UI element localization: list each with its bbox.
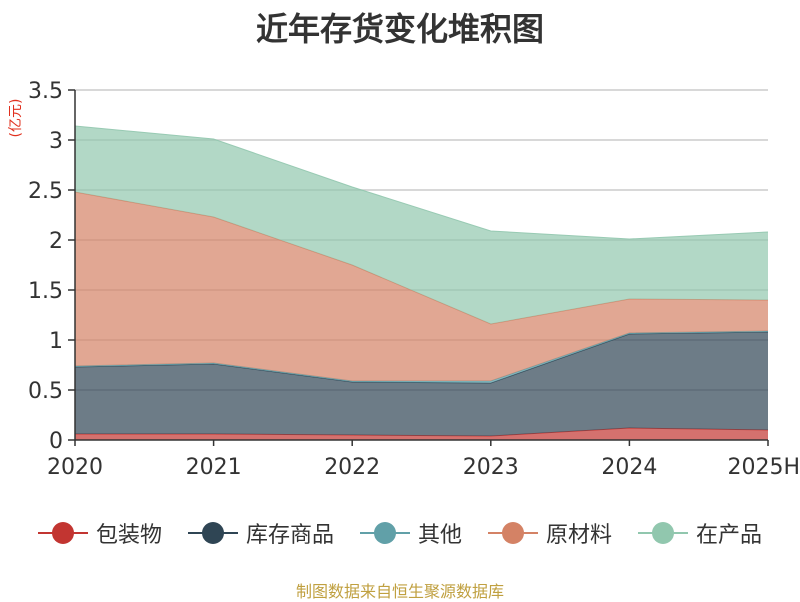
legend-swatch-dot (201, 522, 224, 544)
x-tick-label: 2024 (601, 455, 657, 480)
legend-swatch (37, 521, 88, 545)
legend-item-0[interactable]: 包装物 (37, 517, 162, 549)
series-line-4 (74, 125, 769, 240)
y-axis-unit-label: (亿元) (8, 99, 24, 138)
legend-label: 其他 (417, 523, 462, 548)
area-series-1 (75, 332, 768, 436)
x-tick-label: 2021 (186, 455, 242, 480)
x-tick-label: 2022 (324, 455, 380, 480)
legend-item-3[interactable]: 原材料 (488, 517, 612, 549)
y-tick-label: 0.5 (28, 379, 63, 404)
y-tick-label: 3.5 (28, 79, 63, 104)
legend-swatch (359, 521, 410, 545)
legend-label: 在产品 (696, 523, 763, 548)
legend-swatch-dot (51, 522, 74, 544)
area-series-4 (75, 126, 768, 324)
chart-title: 近年存货变化堆积图 (255, 10, 544, 48)
source-note: 制图数据来自恒生聚源数据库 (295, 582, 504, 601)
legend-swatch-dot (373, 522, 396, 544)
legend-label: 原材料 (546, 523, 613, 548)
tick-labels: 0 0.5 1 1.5 2 2.5 3 3.5 2020 2021 2022 2023 2024 2025… (28, 79, 800, 480)
area-series-0 (75, 428, 768, 440)
y-tick-label: 0 (49, 429, 63, 454)
legend-swatch-dot (652, 522, 675, 544)
axes (68, 89, 769, 446)
legend-item-1[interactable]: 库存商品 (187, 517, 334, 549)
x-tick-label: 2020 (47, 455, 103, 480)
legend-label: 库存商品 (245, 523, 334, 548)
legend-swatch-dot (502, 522, 524, 544)
legend-swatch (488, 521, 538, 545)
x-tick-label: 2023 (463, 455, 519, 480)
y-tick-label: 1.5 (28, 279, 63, 304)
legend-swatch (638, 521, 689, 545)
area-series-3 (75, 192, 768, 381)
y-tick-label: 1 (49, 329, 63, 354)
legend-item-2[interactable]: 其他 (359, 517, 462, 549)
legend-item-4[interactable]: 在产品 (638, 517, 762, 549)
legend-swatch (187, 521, 238, 545)
y-tick-label: 2 (49, 229, 63, 254)
legend-label: 包装物 (95, 523, 162, 548)
y-tick-label: 2.5 (28, 179, 63, 204)
x-tick-label: 2025H (727, 455, 800, 480)
legend: 包装物 库存商品 其他 原材料 在产品 (0, 515, 800, 551)
area-series (74, 125, 769, 440)
y-tick-label: 3 (49, 129, 63, 154)
